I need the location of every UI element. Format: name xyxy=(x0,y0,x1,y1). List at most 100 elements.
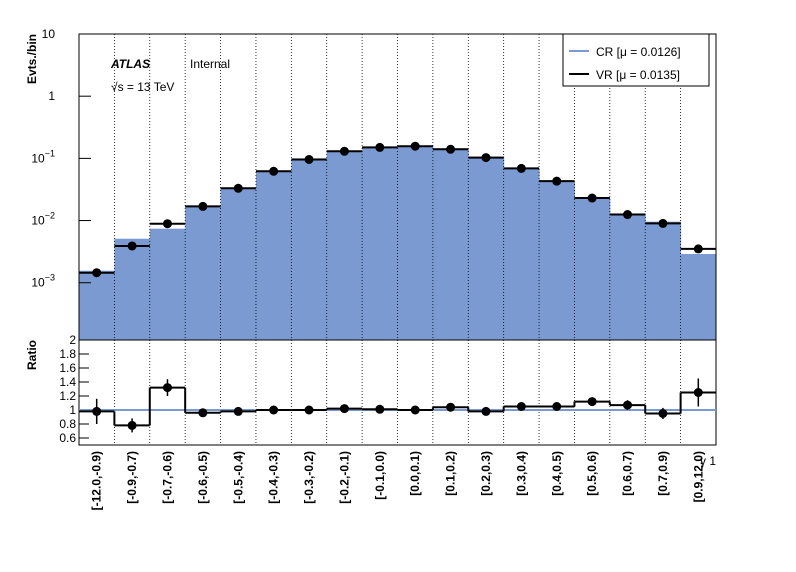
cr-bar xyxy=(326,150,363,340)
cr-bar xyxy=(503,167,540,340)
ratio-point xyxy=(269,405,279,415)
legend-box xyxy=(562,33,710,87)
ratio-axis-label: Ratio xyxy=(25,340,39,370)
x-tick-label: [-0.4,-0.3) xyxy=(267,451,281,504)
y-tick-exponent: −3 xyxy=(45,273,55,283)
vr-point xyxy=(410,141,420,151)
x-tick-label: [0.3,0.4) xyxy=(514,451,528,496)
x-tick-label: [-0.9,-0.7) xyxy=(125,451,139,504)
ratio-point xyxy=(304,405,314,415)
y-tick-label: 10−1 xyxy=(31,148,55,165)
ratio-point xyxy=(375,404,385,414)
x-tick-label: [-0.7,-0.6) xyxy=(160,451,174,504)
x-tick-label: [0.5,0.6) xyxy=(585,451,599,496)
ratio-y-tick-label: 2 xyxy=(69,333,76,347)
vr-point xyxy=(269,166,279,176)
y-tick-base: 10 xyxy=(31,214,45,228)
ratio-y-tick-label: 1.2 xyxy=(59,389,76,403)
vr-point xyxy=(587,193,597,203)
ratio-point xyxy=(233,406,243,416)
y-tick-base: 10 xyxy=(31,276,45,290)
ratio-y-tick-label: 1.4 xyxy=(59,375,76,389)
vr-point xyxy=(233,183,243,193)
ratio-point xyxy=(481,406,491,416)
cr-bar xyxy=(468,156,505,340)
cr-bar xyxy=(539,181,575,340)
ratio-y-tick-label: 1.8 xyxy=(59,347,76,361)
ratio-point xyxy=(552,402,562,411)
cr-bar xyxy=(255,170,292,340)
atlas-label: ATLAS xyxy=(110,57,150,71)
ratio-point xyxy=(198,408,208,418)
x-tick-label: [0.7,0.9) xyxy=(656,451,670,496)
cr-bar xyxy=(79,270,115,340)
ratio-point xyxy=(693,388,703,397)
x-tick-label: [-12.0,-0.9) xyxy=(90,451,104,510)
cr-bar xyxy=(291,158,328,340)
vr-point xyxy=(446,144,456,154)
y-tick-exponent: −1 xyxy=(45,148,55,158)
cr-bar xyxy=(114,238,151,340)
legend-label: VR [μ = 0.0135] xyxy=(596,68,680,82)
cr-bar xyxy=(362,146,398,340)
vr-point xyxy=(516,163,526,173)
vr-point xyxy=(623,210,633,220)
ratio-point xyxy=(516,402,526,411)
y-tick-label: 10−3 xyxy=(31,273,55,290)
cr-bar xyxy=(432,148,469,340)
ratio-point xyxy=(162,383,172,393)
cr-bar xyxy=(220,187,257,340)
atlas-sub: Internal xyxy=(190,57,230,71)
ratio-point xyxy=(92,406,102,416)
y-axis-label: Evts./bin xyxy=(25,34,39,84)
ratio-point xyxy=(658,409,668,418)
x-tick-label: [0.6,0.7) xyxy=(621,451,635,496)
vr-point xyxy=(339,146,349,156)
vr-point xyxy=(552,176,562,186)
ratio-point xyxy=(623,400,633,410)
vr-point xyxy=(127,241,137,251)
x-tick-label: [-0.3,-0.2) xyxy=(302,451,316,504)
cr-bar xyxy=(574,198,611,340)
vr-point xyxy=(375,142,385,152)
y-tick-base: 10 xyxy=(31,151,45,165)
y-tick-label: 1 xyxy=(48,89,55,103)
x-tick-label: [-0.5,-0.4) xyxy=(231,451,245,504)
cr-bar xyxy=(645,221,682,340)
cr-bar xyxy=(149,228,186,340)
x-tick-label: [0.0,0.1) xyxy=(408,451,422,496)
x-tick-label: [-0.1,0.0) xyxy=(373,451,387,500)
x-tick-label: [-0.6,-0.5) xyxy=(196,451,210,504)
cr-bar xyxy=(609,213,646,340)
vr-point xyxy=(162,219,172,229)
x-tick-label: [0.4,0.5) xyxy=(550,451,564,496)
x-tick-label: [0.1,0.2) xyxy=(444,451,458,496)
vr-point xyxy=(658,218,668,228)
vr-point xyxy=(92,268,102,278)
ratio-point xyxy=(339,404,349,414)
y-tick-label: 10 xyxy=(42,27,56,41)
ratio-y-tick-label: 0.8 xyxy=(59,417,76,431)
x-tick-label: [0.2,0.3) xyxy=(479,451,493,496)
vr-point xyxy=(481,153,491,163)
ratio-y-tick-label: 1.6 xyxy=(59,361,76,375)
vr-point xyxy=(304,154,314,164)
energy-label: √s = 13 TeV xyxy=(111,80,174,94)
y-tick-exponent: −2 xyxy=(45,211,55,221)
vr-point xyxy=(198,201,208,211)
ratio-point xyxy=(446,402,456,412)
ratio-point xyxy=(587,397,597,407)
vr-point xyxy=(693,244,703,254)
cr-bar xyxy=(185,205,222,340)
y-tick-label: 10−2 xyxy=(31,211,55,228)
ratio-point xyxy=(410,405,420,415)
ratio-y-tick-label: 1 xyxy=(69,403,76,417)
cr-bar xyxy=(397,145,434,340)
ratio-y-tick-label: 0.6 xyxy=(59,431,76,445)
cr-bar xyxy=(680,253,717,340)
legend-label: CR [μ = 0.0126] xyxy=(596,45,681,59)
ratio-point xyxy=(127,420,137,430)
x-tick-label: [-0.2,-0.1) xyxy=(337,451,351,504)
x-axis-label: γ 1 xyxy=(700,454,716,468)
